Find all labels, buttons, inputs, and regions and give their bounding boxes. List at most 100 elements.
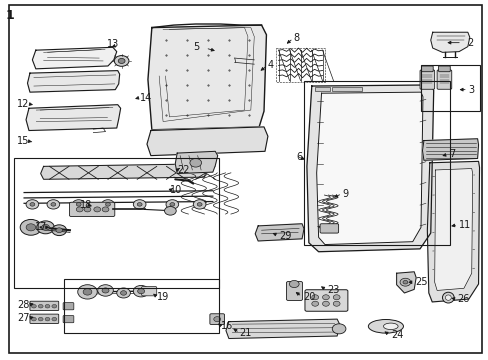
Circle shape — [37, 221, 54, 234]
Circle shape — [105, 203, 110, 206]
FancyBboxPatch shape — [436, 70, 451, 89]
Circle shape — [133, 285, 149, 297]
Polygon shape — [255, 224, 304, 241]
Polygon shape — [434, 168, 472, 291]
Circle shape — [76, 207, 83, 212]
FancyBboxPatch shape — [419, 70, 434, 89]
Text: 24: 24 — [390, 330, 402, 340]
Ellipse shape — [442, 292, 453, 303]
Polygon shape — [148, 25, 266, 130]
Circle shape — [332, 301, 339, 306]
FancyBboxPatch shape — [30, 301, 59, 311]
Circle shape — [83, 289, 92, 295]
Text: 25: 25 — [414, 277, 427, 287]
Bar — [14, 158, 219, 288]
Text: 5: 5 — [193, 42, 199, 52]
Circle shape — [56, 228, 62, 233]
Polygon shape — [225, 319, 339, 338]
Circle shape — [52, 318, 57, 321]
Circle shape — [164, 207, 176, 215]
Circle shape — [311, 301, 318, 306]
Text: 6: 6 — [296, 152, 302, 162]
Circle shape — [197, 203, 202, 206]
Circle shape — [169, 203, 174, 206]
Text: 23: 23 — [327, 285, 339, 295]
Polygon shape — [175, 151, 217, 174]
Polygon shape — [427, 161, 479, 302]
Circle shape — [38, 305, 43, 308]
Bar — [420, 65, 479, 111]
Text: 29: 29 — [279, 231, 291, 240]
Circle shape — [165, 200, 178, 209]
Circle shape — [78, 285, 97, 299]
Text: 10: 10 — [170, 185, 182, 195]
Circle shape — [51, 203, 56, 206]
FancyBboxPatch shape — [305, 290, 347, 311]
Polygon shape — [396, 272, 415, 293]
Text: 11: 11 — [458, 220, 470, 230]
Text: 21: 21 — [239, 328, 251, 338]
Circle shape — [47, 200, 60, 209]
Text: 19: 19 — [157, 292, 169, 302]
Circle shape — [45, 305, 50, 308]
Circle shape — [26, 224, 36, 231]
Text: 8: 8 — [293, 33, 299, 43]
Circle shape — [120, 291, 126, 295]
Circle shape — [137, 289, 144, 294]
Circle shape — [45, 318, 50, 321]
FancyBboxPatch shape — [63, 316, 74, 323]
Text: 15: 15 — [17, 136, 30, 146]
Text: 12: 12 — [17, 99, 30, 109]
Circle shape — [193, 200, 205, 209]
FancyBboxPatch shape — [142, 287, 157, 296]
Polygon shape — [306, 85, 433, 252]
Circle shape — [189, 158, 201, 167]
FancyBboxPatch shape — [30, 314, 59, 323]
FancyBboxPatch shape — [331, 87, 361, 91]
Text: 27: 27 — [17, 313, 30, 323]
Text: 22: 22 — [177, 165, 189, 175]
Circle shape — [331, 324, 345, 334]
Circle shape — [98, 285, 113, 296]
Circle shape — [133, 200, 146, 209]
Circle shape — [30, 203, 35, 206]
Circle shape — [84, 207, 91, 212]
Circle shape — [94, 207, 101, 212]
FancyBboxPatch shape — [421, 66, 432, 72]
Text: 4: 4 — [267, 60, 273, 70]
Text: 16: 16 — [221, 321, 233, 331]
Text: 2: 2 — [466, 38, 472, 48]
Text: 28: 28 — [17, 300, 30, 310]
Circle shape — [31, 305, 36, 308]
Circle shape — [311, 295, 318, 300]
FancyBboxPatch shape — [209, 314, 224, 324]
Circle shape — [102, 200, 114, 209]
Text: 9: 9 — [341, 189, 347, 199]
Bar — [304, 81, 449, 245]
FancyBboxPatch shape — [315, 87, 329, 91]
Circle shape — [322, 295, 329, 300]
Text: 7: 7 — [448, 149, 455, 159]
Circle shape — [332, 295, 339, 300]
Circle shape — [399, 278, 410, 286]
Text: 26: 26 — [456, 294, 468, 304]
Polygon shape — [316, 92, 422, 244]
Text: 3: 3 — [468, 85, 474, 95]
FancyBboxPatch shape — [69, 202, 115, 217]
Circle shape — [118, 58, 125, 63]
Circle shape — [31, 318, 36, 321]
Polygon shape — [430, 32, 469, 52]
FancyBboxPatch shape — [320, 224, 338, 233]
Circle shape — [38, 318, 43, 321]
Polygon shape — [41, 164, 206, 179]
FancyBboxPatch shape — [438, 66, 449, 72]
Circle shape — [213, 317, 220, 321]
Bar — [64, 279, 219, 333]
Circle shape — [52, 305, 57, 308]
Circle shape — [117, 288, 130, 298]
Circle shape — [137, 203, 142, 206]
Ellipse shape — [445, 295, 450, 300]
Text: 1: 1 — [5, 9, 14, 22]
Text: 20: 20 — [303, 292, 315, 302]
Circle shape — [20, 220, 41, 235]
